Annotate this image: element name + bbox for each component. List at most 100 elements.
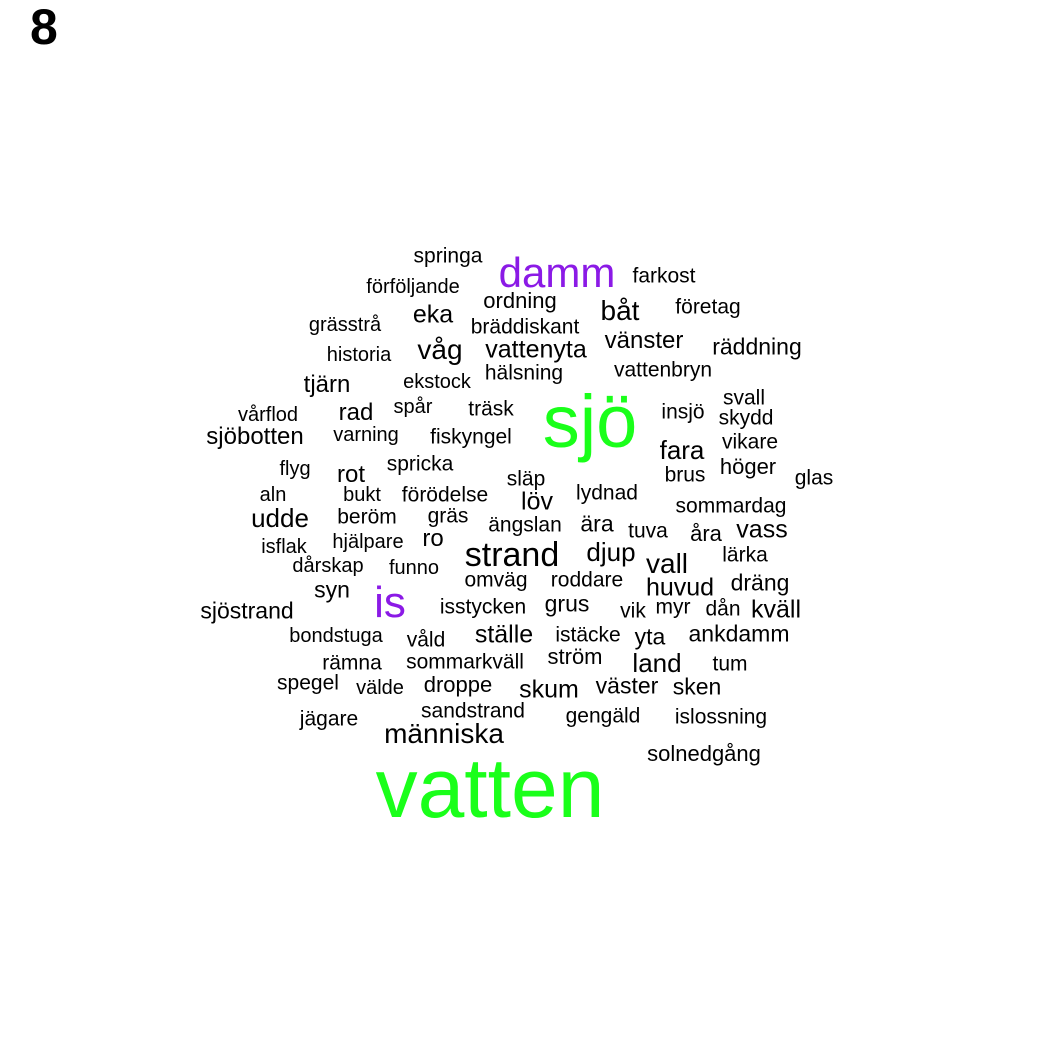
word-istäcke: istäcke bbox=[555, 623, 621, 647]
word-isflak: isflak bbox=[261, 536, 307, 558]
word-roddare: roddare bbox=[550, 568, 624, 592]
word-sken: sken bbox=[672, 673, 722, 700]
word-damm: damm bbox=[498, 249, 616, 296]
word-välde: välde bbox=[356, 677, 404, 699]
word-myr: myr bbox=[655, 595, 691, 619]
word-bondstuga: bondstuga bbox=[289, 625, 383, 647]
word-syn: syn bbox=[314, 576, 350, 603]
word-räddning: räddning bbox=[712, 333, 802, 360]
word-ankdamm: ankdamm bbox=[688, 620, 790, 647]
word-eka: eka bbox=[412, 300, 454, 329]
word-jägare: jägare bbox=[299, 707, 359, 731]
word-springa: springa bbox=[413, 244, 483, 268]
word-väster: väster bbox=[595, 672, 659, 699]
word-islossning: islossning bbox=[674, 705, 768, 729]
word-sjö: sjö bbox=[542, 380, 638, 463]
word-sjöstrand: sjöstrand bbox=[200, 597, 294, 624]
word-skum: skum bbox=[519, 675, 579, 704]
word-ro: ro bbox=[422, 525, 444, 552]
word-ängslan: ängslan bbox=[488, 513, 562, 537]
word-släp: släp bbox=[506, 467, 546, 491]
word-beröm: beröm bbox=[337, 505, 397, 529]
word-udde: udde bbox=[251, 503, 309, 533]
word-ekstock: ekstock bbox=[403, 371, 471, 393]
word-hjälpare: hjälpare bbox=[332, 531, 404, 553]
word-vattenbryn: vattenbryn bbox=[613, 358, 713, 382]
word-glas: glas bbox=[794, 466, 834, 490]
word-företag: företag bbox=[675, 295, 741, 319]
word-vass: vass bbox=[736, 515, 788, 544]
word-lärka: lärka bbox=[722, 543, 768, 567]
word-farkost: farkost bbox=[632, 264, 696, 288]
word-sommarkväll: sommarkväll bbox=[406, 650, 524, 674]
word-ställe: ställe bbox=[474, 620, 534, 649]
word-vattenyta: vattenyta bbox=[485, 335, 587, 364]
word-tjärn: tjärn bbox=[303, 371, 351, 398]
word-historia: historia bbox=[326, 344, 392, 366]
word-sommardag: sommardag bbox=[675, 494, 787, 518]
word-strand: strand bbox=[464, 536, 560, 574]
word-svall: svall bbox=[722, 386, 766, 410]
word-grus: grus bbox=[544, 590, 590, 617]
word-brus: brus bbox=[664, 463, 706, 487]
word-yta: yta bbox=[634, 623, 666, 650]
word-våg: våg bbox=[417, 334, 463, 365]
word-träsk: träsk bbox=[468, 397, 514, 421]
word-rot: rot bbox=[336, 461, 366, 488]
word-gengäld: gengäld bbox=[565, 704, 641, 728]
word-bukt: bukt bbox=[343, 484, 381, 506]
word-rad: rad bbox=[338, 399, 374, 426]
word-djup: djup bbox=[586, 537, 636, 567]
word-aln: aln bbox=[259, 484, 287, 506]
word-omväg: omväg bbox=[464, 568, 528, 592]
word-fiskyngel: fiskyngel bbox=[430, 425, 512, 449]
word-kväll: kväll bbox=[750, 595, 802, 624]
word-skydd: skydd bbox=[718, 406, 774, 430]
word-insjö: insjö bbox=[661, 400, 705, 424]
word-droppe: droppe bbox=[423, 672, 493, 697]
word-hälsning: hälsning bbox=[484, 361, 564, 385]
word-ära: ära bbox=[580, 510, 614, 537]
word-vänster: vänster bbox=[604, 327, 684, 354]
word-vårflod: vårflod bbox=[237, 404, 299, 426]
word-människa: människa bbox=[384, 718, 504, 749]
word-dån: dån bbox=[705, 597, 741, 621]
word-löv: löv bbox=[521, 487, 553, 516]
word-spegel: spegel bbox=[277, 671, 339, 695]
word-förödelse: förödelse bbox=[401, 483, 489, 507]
word-fara: fara bbox=[659, 435, 705, 465]
word-åra: åra bbox=[690, 521, 722, 546]
word-gräs: gräs bbox=[427, 504, 469, 528]
word-grässtrå: grässtrå bbox=[308, 314, 382, 336]
word-huvud: huvud bbox=[645, 573, 715, 602]
word-vik: vik bbox=[620, 599, 646, 623]
word-spricka: spricka bbox=[386, 452, 454, 476]
word-is: is bbox=[374, 578, 406, 627]
word-ström: ström bbox=[547, 644, 603, 669]
word-land: land bbox=[632, 648, 682, 678]
word-tum: tum bbox=[712, 652, 748, 676]
word-vall: vall bbox=[645, 548, 689, 579]
word-lydnad: lydnad bbox=[576, 481, 638, 505]
word-förföljande: förföljande bbox=[366, 276, 460, 298]
word-båt: båt bbox=[600, 295, 640, 326]
word-sandstrand: sandstrand bbox=[421, 699, 525, 723]
word-rämna: rämna bbox=[322, 651, 382, 675]
word-våld: våld bbox=[406, 628, 446, 652]
word-spår: spår bbox=[393, 396, 433, 418]
panel-label: 8 bbox=[30, 0, 58, 55]
word-varning: varning bbox=[333, 424, 399, 446]
word-dårskap: dårskap bbox=[292, 555, 364, 577]
word-isstycken: isstycken bbox=[439, 595, 527, 619]
word-sjöbotten: sjöbotten bbox=[206, 423, 304, 450]
word-ordning: ordning bbox=[483, 288, 557, 313]
word-flyg: flyg bbox=[279, 458, 311, 480]
word-vatten: vatten bbox=[375, 741, 605, 835]
word-solnedgång: solnedgång bbox=[647, 741, 761, 766]
word-dräng: dräng bbox=[730, 569, 790, 596]
word-bräddiskant: bräddiskant bbox=[470, 315, 580, 339]
word-höger: höger bbox=[719, 454, 777, 479]
word-funno: funno bbox=[388, 557, 440, 579]
word-tuva: tuva bbox=[628, 519, 668, 543]
